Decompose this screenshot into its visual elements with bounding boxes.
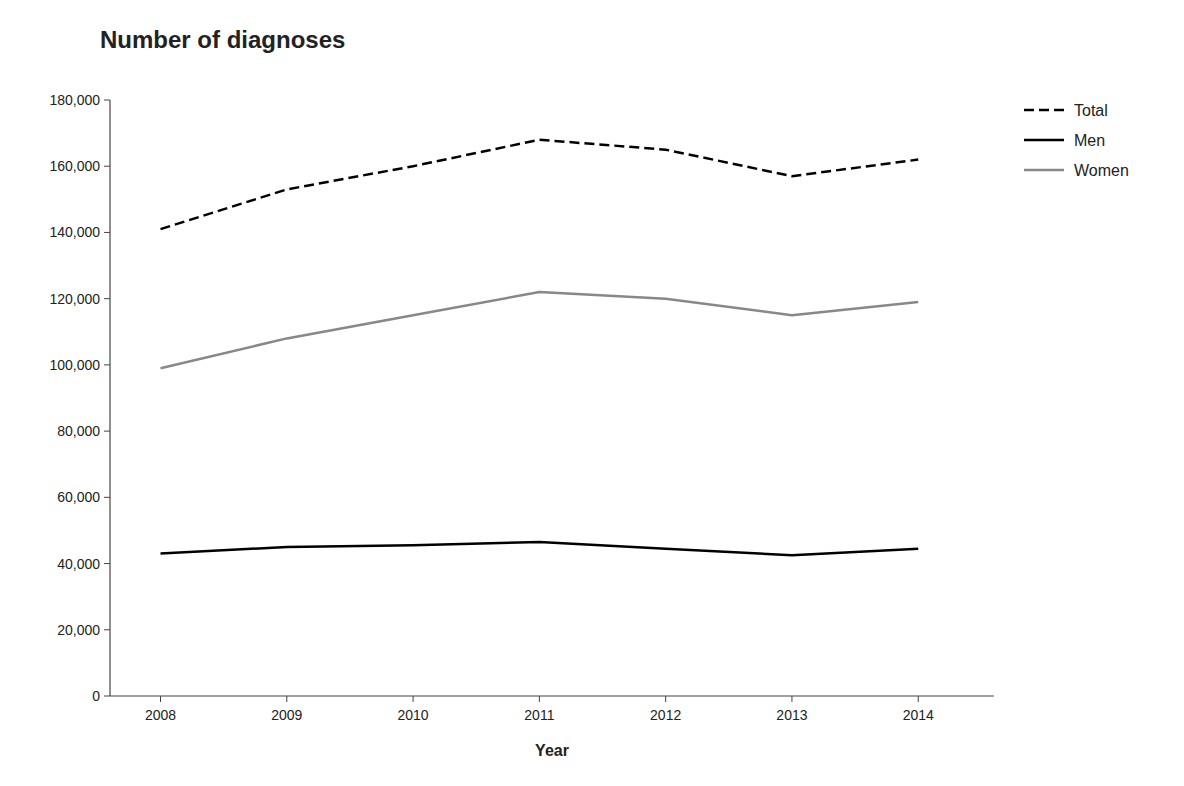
y-tick [104,497,110,498]
y-tick [104,431,110,432]
series-line [161,542,919,555]
legend-label: Men [1074,132,1105,149]
x-axis: 2008 2009 2010 2011 2012 2013 2014 [145,696,934,723]
legend-label: Women [1074,162,1129,179]
chart-container: Number of diagnoses 0 20,000 40,000 60,000 80… [0,0,1184,786]
legend-swatch [1024,109,1064,112]
x-tick [413,696,414,702]
x-tick-label: 2012 [650,707,681,723]
y-tick-label: 60,000 [57,489,100,505]
y-tick-label: 40,000 [57,556,100,572]
y-tick [104,232,110,233]
legend-swatch [1024,169,1064,172]
x-tick [539,696,540,702]
x-tick [918,696,919,702]
series-line [161,292,919,368]
y-tick-label: 0 [92,688,100,704]
legend-label: Total [1074,102,1108,119]
x-tick-label: 2010 [398,707,429,723]
x-tick-label: 2011 [524,707,554,723]
y-tick-label: 20,000 [57,622,100,638]
y-tick-label: 80,000 [57,423,100,439]
y-axis-line [109,100,110,696]
x-tick [286,696,287,702]
y-tick [104,166,110,167]
y-tick [104,298,110,299]
series-line [161,140,919,229]
y-tick-label: 140,000 [49,224,100,240]
x-tick-label: 2009 [271,707,302,723]
y-tick-label: 180,000 [49,92,100,108]
y-tick [104,563,110,564]
x-tick [665,696,666,702]
y-tick [104,629,110,630]
y-tick [104,364,110,365]
y-tick [104,100,110,101]
y-tick-label: 100,000 [49,357,100,373]
chart-svg: Number of diagnoses 0 20,000 40,000 60,000 80… [0,0,1184,786]
x-axis-line [110,695,994,696]
x-tick-label: 2008 [145,707,176,723]
legend: Total Men Women [1024,102,1129,179]
plot-area [161,140,919,556]
title: Number of diagnoses [100,26,345,53]
x-tick [791,696,792,702]
y-tick-label: 160,000 [49,158,100,174]
y-tick [104,696,110,697]
legend-swatch [1024,139,1064,142]
y-axis: 0 20,000 40,000 60,000 80,000 100,000 120,000 1… [49,92,110,704]
x-tick-label: 2014 [903,707,934,723]
x-axis-label: Year [535,742,569,759]
x-tick [160,696,161,702]
y-tick-label: 120,000 [49,291,100,307]
x-tick-label: 2013 [776,707,807,723]
